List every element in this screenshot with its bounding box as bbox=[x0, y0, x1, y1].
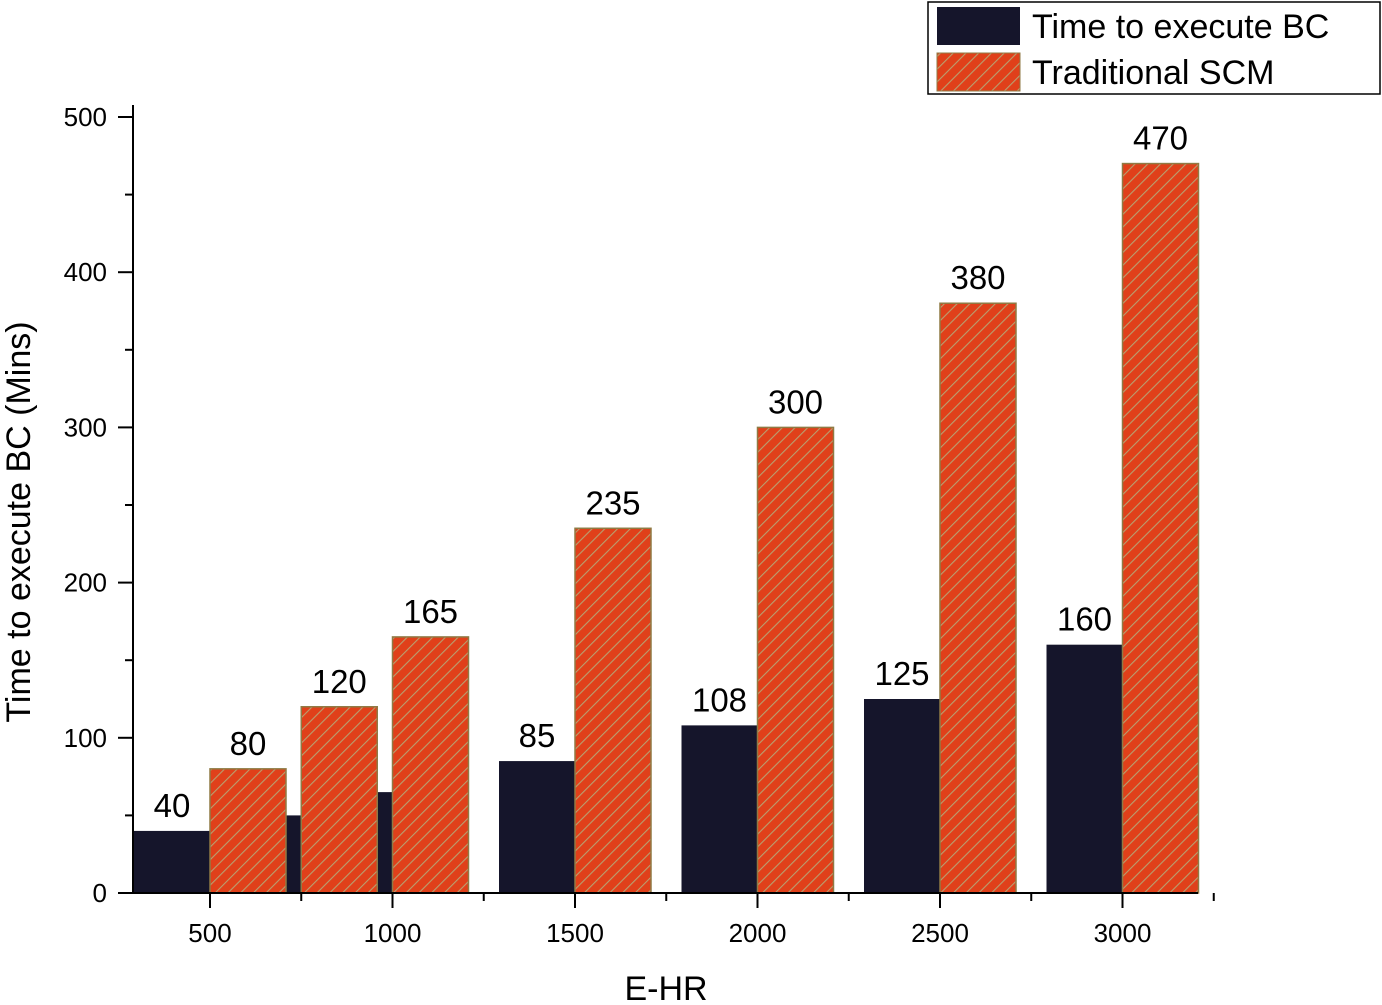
data-label-series-1-2000: 108 bbox=[692, 681, 747, 718]
y-ticks: 0 100 200 300 400 500 bbox=[64, 102, 133, 908]
bar-series-2-2500 bbox=[939, 302, 1017, 894]
y-axis-title: Time to execute BC (Mins) bbox=[0, 321, 38, 722]
x-axis-title: E-HR bbox=[624, 970, 707, 1005]
data-label-series-2-750: 120 bbox=[312, 663, 367, 700]
bar-series-2-2000 bbox=[756, 426, 835, 894]
bar-series-2-1500 bbox=[574, 527, 652, 894]
data-label-series-1-3000: 160 bbox=[1057, 601, 1112, 638]
x-tick-label: 2000 bbox=[729, 918, 787, 948]
data-label-series-2-1000: 165 bbox=[403, 593, 458, 630]
legend-swatch-series-2 bbox=[936, 52, 1021, 92]
bar-series-1-500 bbox=[134, 830, 210, 893]
y-tick-label: 300 bbox=[64, 412, 107, 442]
x-tick-label: 1000 bbox=[364, 918, 422, 948]
y-tick-label: 100 bbox=[64, 723, 107, 753]
y-tick-label: 500 bbox=[64, 102, 107, 132]
data-label-series-2-2000: 300 bbox=[768, 383, 823, 420]
bar-series-1-1500 bbox=[499, 761, 575, 893]
x-tick-label: 3000 bbox=[1094, 918, 1152, 948]
bar-series-2-3000 bbox=[1121, 162, 1200, 894]
bar-series-2-500 bbox=[209, 768, 287, 894]
bar-series-1-2000 bbox=[681, 725, 758, 893]
bar-series-1-2500 bbox=[864, 699, 940, 893]
legend: Time to execute BC Traditional SCM bbox=[927, 1, 1381, 95]
axes bbox=[118, 105, 1198, 894]
legend-label-series-1: Time to execute BC bbox=[1032, 8, 1329, 46]
legend-swatch-series-1 bbox=[937, 7, 1020, 45]
data-label-series-1-2500: 125 bbox=[874, 655, 929, 692]
data-label-series-2-500: 80 bbox=[230, 725, 267, 762]
data-label-series-2-1500: 235 bbox=[585, 484, 640, 521]
y-tick-label: 0 bbox=[93, 878, 107, 908]
data-labels-layer: 40 85 108 125 160 80 120 165 235 300 380 470 bbox=[154, 120, 1188, 824]
bar-series-2-1000 bbox=[391, 636, 470, 894]
y-tick-label: 200 bbox=[64, 568, 107, 598]
x-tick-label: 1500 bbox=[546, 918, 604, 948]
x-ticks: 500 1000 1500 2000 2500 3000 bbox=[188, 893, 1215, 948]
bars-layer bbox=[134, 162, 1200, 894]
bar-series-1-3000 bbox=[1046, 644, 1123, 893]
x-tick-label: 500 bbox=[188, 918, 231, 948]
data-label-series-2-3000: 470 bbox=[1133, 120, 1188, 157]
legend-label-series-2: Traditional SCM bbox=[1032, 54, 1274, 92]
data-label-series-1-500: 40 bbox=[154, 787, 191, 824]
data-label-series-1-1500: 85 bbox=[519, 717, 556, 754]
data-label-series-2-2500: 380 bbox=[950, 259, 1005, 296]
y-tick-label: 400 bbox=[64, 257, 107, 287]
bar-series-2-750 bbox=[300, 706, 378, 894]
x-tick-label: 2500 bbox=[911, 918, 969, 948]
